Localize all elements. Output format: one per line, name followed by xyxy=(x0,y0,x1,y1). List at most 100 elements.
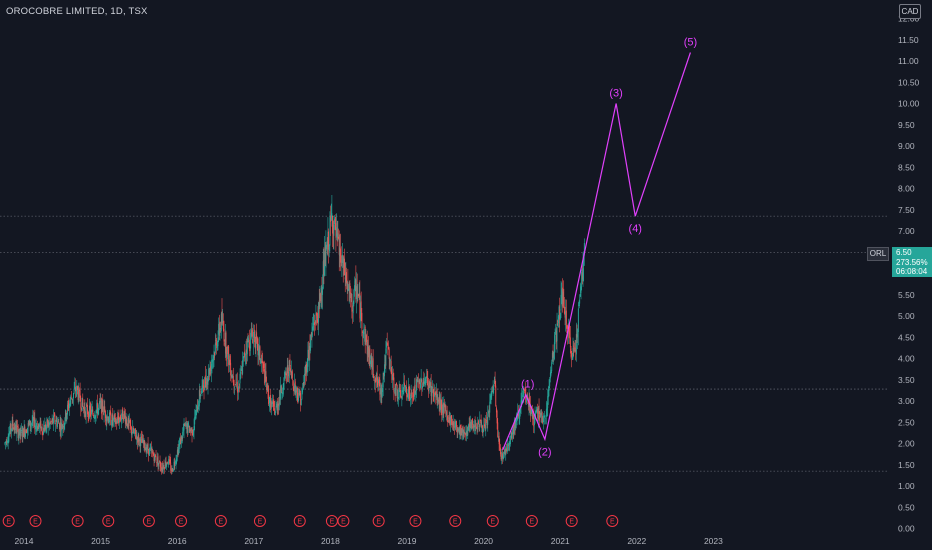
candle-body xyxy=(444,406,446,408)
candle-body xyxy=(135,435,137,439)
earnings-event-icon[interactable]: E xyxy=(325,515,338,527)
candle-body xyxy=(214,352,216,356)
candle-body xyxy=(532,414,534,419)
candle-body xyxy=(127,417,129,428)
candle-body xyxy=(342,255,344,269)
candle-body xyxy=(80,402,82,409)
earnings-event-icon[interactable]: E xyxy=(175,515,188,527)
candle-body xyxy=(364,326,366,345)
candle-body xyxy=(162,466,164,469)
candle-body xyxy=(384,364,385,377)
earnings-event-label: E xyxy=(75,519,80,526)
candle-body xyxy=(552,350,554,358)
candle-body xyxy=(72,397,74,399)
candle-body xyxy=(116,417,118,423)
candle-body xyxy=(163,464,165,469)
candle-body xyxy=(126,419,128,425)
candle-body xyxy=(304,373,306,376)
candle-body xyxy=(396,383,397,386)
candle-body xyxy=(33,416,34,421)
candle-body xyxy=(465,430,467,437)
candle-body xyxy=(177,449,179,455)
candle-body xyxy=(209,367,211,375)
candle-body xyxy=(488,410,490,413)
candle-body xyxy=(180,438,182,445)
earnings-event-icon[interactable]: E xyxy=(29,515,42,527)
candle-body xyxy=(92,414,94,417)
candle-body xyxy=(32,416,34,423)
candle-body xyxy=(226,352,228,357)
candle-body xyxy=(542,420,544,422)
candle-body xyxy=(402,390,404,392)
candle-body xyxy=(290,368,292,373)
candle-body xyxy=(71,398,73,400)
price-tick-label: 11.50 xyxy=(898,35,919,45)
currency-badge[interactable]: CAD xyxy=(899,4,921,19)
candle-body xyxy=(544,416,546,417)
candle-body xyxy=(519,407,521,413)
candle-body xyxy=(73,389,75,394)
candle-body xyxy=(63,423,65,429)
candle-body xyxy=(142,438,144,443)
candle-body xyxy=(404,385,406,387)
time-axis[interactable]: 2014 2015 2016 2017 2018 2019 2020 2021 2022 2023 xyxy=(15,536,724,546)
earnings-event-icon[interactable]: E xyxy=(606,515,619,527)
candle-body xyxy=(198,390,200,407)
candle-body xyxy=(386,342,387,348)
candle-body xyxy=(244,354,246,356)
candle-body xyxy=(344,258,346,276)
earnings-event-icon[interactable]: E xyxy=(449,515,462,527)
candle-body xyxy=(440,398,442,409)
earnings-event-icon[interactable]: E xyxy=(293,515,306,527)
earnings-event-icon[interactable]: E xyxy=(253,515,266,527)
candle-body xyxy=(454,426,455,428)
candle-body xyxy=(582,268,584,282)
candle-body xyxy=(458,428,459,431)
candle-body xyxy=(23,428,24,437)
earnings-event-icon[interactable]: E xyxy=(486,515,499,527)
candle-body xyxy=(334,218,336,225)
earnings-event-icon[interactable]: E xyxy=(565,515,578,527)
earnings-event-icon[interactable]: E xyxy=(214,515,227,527)
candle-body xyxy=(280,385,282,400)
candle-body xyxy=(34,417,36,430)
candle-body xyxy=(539,413,541,418)
candle-body xyxy=(346,272,348,284)
candle-body xyxy=(442,404,443,413)
candle-body xyxy=(337,233,339,239)
candle-body xyxy=(450,416,451,426)
candle-body xyxy=(412,394,414,395)
candle-body xyxy=(23,426,25,437)
earnings-event-icon[interactable]: E xyxy=(525,515,538,527)
candle-body xyxy=(107,417,109,423)
candle-body xyxy=(356,286,357,300)
candle-body xyxy=(27,427,28,433)
earnings-event-icon[interactable]: E xyxy=(372,515,385,527)
candle-body xyxy=(487,413,489,425)
candle-body xyxy=(230,362,232,376)
candle-body xyxy=(535,412,537,413)
candle-body xyxy=(30,424,32,427)
candle-body xyxy=(574,349,576,352)
candle-body xyxy=(303,382,305,385)
wave-line[interactable] xyxy=(502,52,691,451)
earnings-event-icon[interactable]: E xyxy=(142,515,155,527)
candle-body xyxy=(395,384,397,396)
candle-body xyxy=(450,415,452,419)
candle-body xyxy=(393,377,395,393)
candle-body xyxy=(167,463,169,465)
candle-body xyxy=(108,421,110,424)
earnings-event-icon[interactable]: E xyxy=(337,515,350,527)
candle-body xyxy=(342,254,344,264)
earnings-event-icon[interactable]: E xyxy=(102,515,115,527)
elliott-wave-annotation[interactable]: (1) (2) (3) (4) (5) xyxy=(502,37,697,459)
earnings-event-icon[interactable]: E xyxy=(409,515,422,527)
earnings-event-icon[interactable]: E xyxy=(71,515,84,527)
candle-body xyxy=(400,397,402,399)
candle-body xyxy=(77,390,79,401)
earnings-event-icon[interactable]: E xyxy=(2,515,15,527)
candle-body xyxy=(35,425,37,427)
candle-body xyxy=(61,424,63,429)
bar-countdown: 06:08:04 xyxy=(896,267,928,276)
